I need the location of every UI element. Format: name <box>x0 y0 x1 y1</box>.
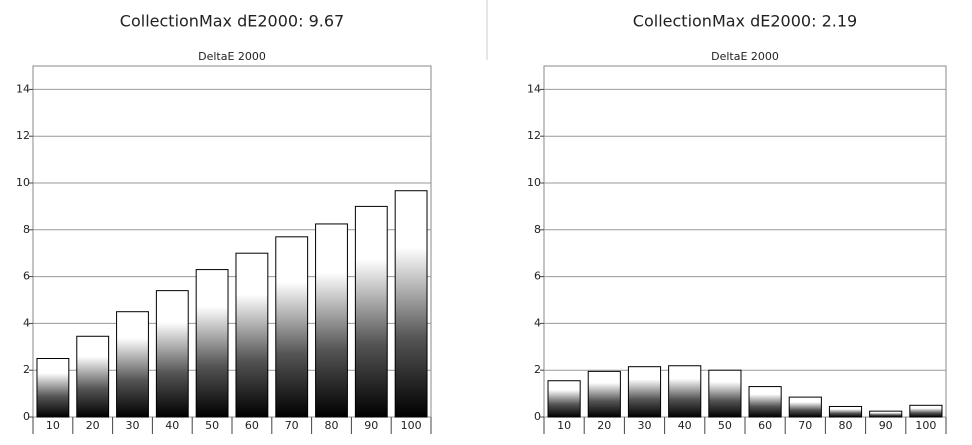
y-tick-label: 0 <box>23 410 30 423</box>
bar <box>708 369 742 418</box>
x-tick-label: 90 <box>364 419 378 432</box>
x-tick-label: 60 <box>245 419 259 432</box>
bar <box>315 223 348 418</box>
x-tick-label: 30 <box>638 419 652 432</box>
bar <box>869 410 903 418</box>
y-tick-label: 2 <box>534 363 541 376</box>
bar <box>547 380 581 418</box>
bar <box>828 405 863 418</box>
y-tick-label: 4 <box>23 316 30 329</box>
x-tick-label: 50 <box>205 419 219 432</box>
bar <box>354 205 388 418</box>
x-tick-label: 90 <box>879 419 893 432</box>
x-tick-label: 70 <box>285 419 299 432</box>
bar <box>116 311 149 418</box>
bar <box>627 366 662 418</box>
x-tick-label: 20 <box>86 419 100 432</box>
bar <box>36 358 70 418</box>
y-tick-label: 0 <box>534 410 541 423</box>
bar <box>195 269 229 418</box>
plot-frame <box>543 65 947 418</box>
x-tick-label: 10 <box>557 419 571 432</box>
y-tick-label: 14 <box>16 82 30 95</box>
x-tick-label: 20 <box>597 419 611 432</box>
bar <box>275 236 309 418</box>
y-tick-label: 10 <box>527 176 541 189</box>
y-tick-label: 6 <box>534 270 541 283</box>
x-tick-label: 100 <box>401 419 422 432</box>
x-tick-label: 30 <box>126 419 140 432</box>
bar <box>235 252 269 418</box>
bar <box>155 290 189 418</box>
y-tick-label: 8 <box>534 223 541 236</box>
y-tick-label: 8 <box>23 223 30 236</box>
bar <box>788 396 822 418</box>
x-tick-label: 60 <box>758 419 772 432</box>
chart-subtitle: DeltaE 2000 <box>711 50 779 63</box>
x-tick-label: 40 <box>165 419 179 432</box>
y-tick-label: 14 <box>527 82 541 95</box>
x-tick-label: 50 <box>718 419 732 432</box>
x-tick-label: 100 <box>915 419 936 432</box>
chart-title: CollectionMax dE2000: 9.67 <box>120 12 344 31</box>
bar <box>394 190 428 418</box>
bar <box>587 370 621 418</box>
y-tick-label: 2 <box>23 363 30 376</box>
x-tick-label: 40 <box>678 419 692 432</box>
x-tick-label: 10 <box>46 419 60 432</box>
y-tick-label: 4 <box>534 316 541 329</box>
chart-subtitle: DeltaE 2000 <box>198 50 266 63</box>
x-tick-label: 70 <box>798 419 812 432</box>
chart-title: CollectionMax dE2000: 2.19 <box>633 12 857 31</box>
bar <box>668 365 702 418</box>
bar <box>76 335 110 418</box>
bar <box>909 404 943 418</box>
x-tick-label: 80 <box>325 419 339 432</box>
y-tick-label: 10 <box>16 176 30 189</box>
bar <box>748 386 782 418</box>
x-tick-label: 80 <box>839 419 853 432</box>
y-tick-label: 12 <box>527 129 541 142</box>
y-tick-label: 6 <box>23 270 30 283</box>
y-tick-label: 12 <box>16 129 30 142</box>
